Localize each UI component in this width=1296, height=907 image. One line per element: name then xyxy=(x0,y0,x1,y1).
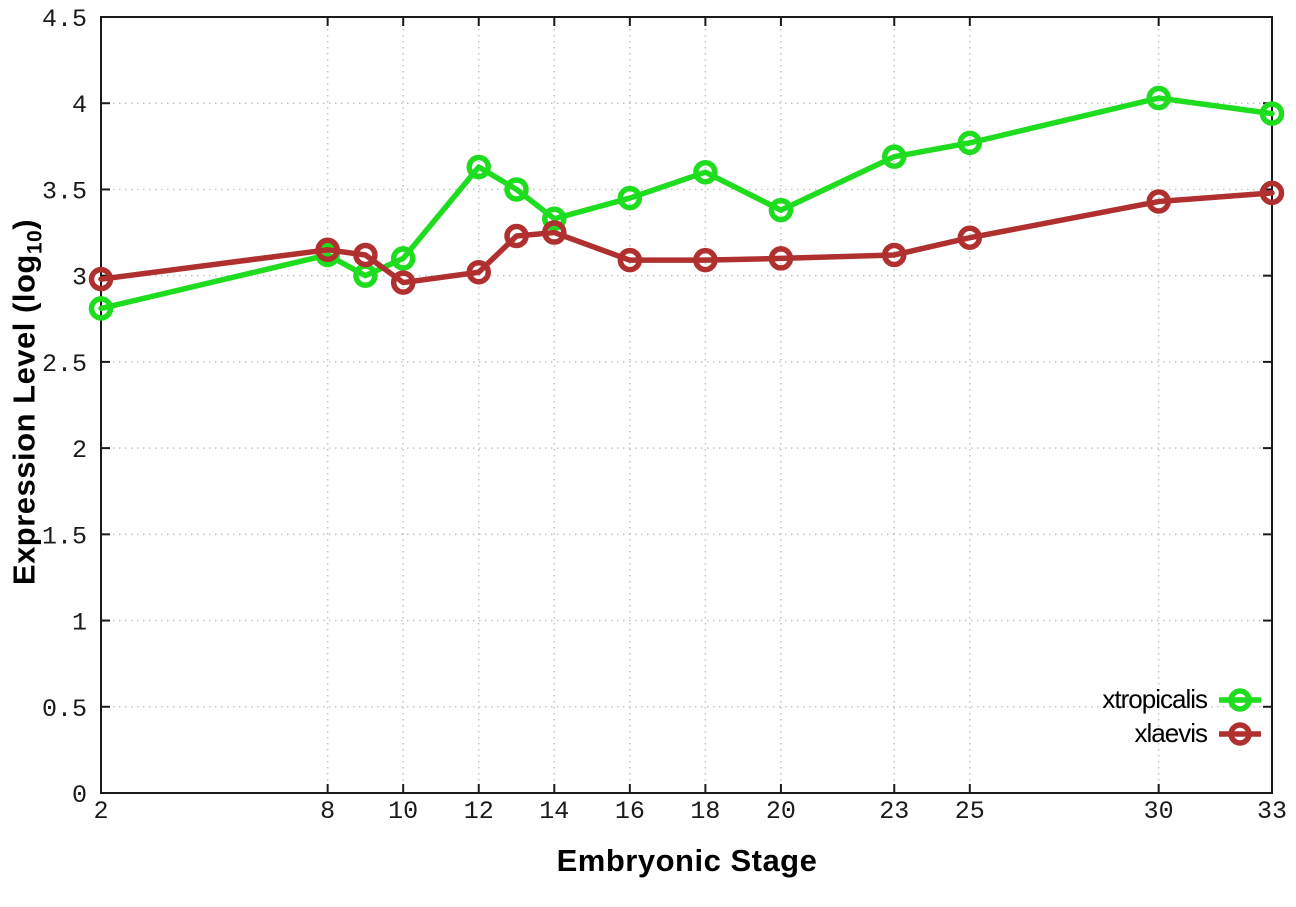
y-tick-label: 1 xyxy=(72,609,87,638)
data-point-marker-xtropicalis xyxy=(88,296,114,321)
x-axis-title: Embryonic Stage xyxy=(556,843,818,878)
series-xlaevis xyxy=(88,180,1285,295)
y-tick-label: 1.5 xyxy=(42,522,87,551)
y-tick-label: 2 xyxy=(72,436,87,465)
x-tick-label: 20 xyxy=(766,797,796,826)
data-point-marker-xtropicalis xyxy=(504,177,529,202)
data-point-marker-xlaevis xyxy=(882,242,907,268)
legend-item-xtropicalis: xtropicalis xyxy=(1102,684,1264,715)
legend-label-xtropicalis: xtropicalis xyxy=(1102,684,1208,714)
data-point-marker-xtropicalis xyxy=(957,130,983,156)
x-tick-label: 12 xyxy=(464,797,494,826)
data-point-marker-xtropicalis xyxy=(882,144,907,169)
x-tick-label: 16 xyxy=(615,797,645,826)
plot-border xyxy=(100,16,1273,794)
legend-sample-line-icon xyxy=(1219,721,1261,746)
data-point-marker-xlaevis xyxy=(617,247,643,273)
data-point-marker-xtropicalis xyxy=(466,154,491,180)
legend: xtropicalis xlaevis xyxy=(1102,684,1264,749)
x-tick-label: 18 xyxy=(690,797,720,826)
data-point-marker-xtropicalis xyxy=(1146,85,1171,111)
data-point-marker-xtropicalis xyxy=(1259,101,1285,126)
data-point-marker-xlaevis xyxy=(504,223,529,249)
data-point-marker-xlaevis xyxy=(466,259,491,285)
y-tick-label: 2.5 xyxy=(42,350,87,379)
data-point-marker-xlaevis xyxy=(957,225,983,250)
data-point-marker-xtropicalis xyxy=(390,246,416,271)
y-axis-title-text: Expression Level (log xyxy=(6,254,42,586)
y-axis-title: Expression Level (log10) xyxy=(6,219,47,585)
data-point-marker-xlaevis xyxy=(768,246,794,271)
data-point-marker-xtropicalis xyxy=(617,185,643,211)
data-point-marker-xlaevis xyxy=(542,220,567,245)
x-tick-label: 25 xyxy=(955,797,985,826)
tick-marks xyxy=(100,16,1273,794)
x-tick-label: 10 xyxy=(388,797,418,826)
data-point-marker-xlaevis xyxy=(315,237,340,263)
x-tick-label: 2 xyxy=(93,797,108,826)
series-line-xtropicalis xyxy=(98,95,1275,312)
y-tick-label: 3 xyxy=(72,264,87,293)
data-point-marker-xlaevis xyxy=(353,242,378,268)
data-point-marker-xlaevis xyxy=(1146,189,1171,214)
legend-sample-line-icon xyxy=(1219,687,1261,712)
legend-label-xlaevis: xlaevis xyxy=(1134,718,1208,748)
y-tick-label: 0.5 xyxy=(42,695,87,724)
y-axis-title-subscript: 10 xyxy=(23,229,47,255)
data-point-marker-xlaevis xyxy=(88,266,114,292)
data-point-marker-xtropicalis xyxy=(693,159,718,185)
data-point-marker-xtropicalis xyxy=(768,197,794,223)
x-tick-label: 33 xyxy=(1257,797,1287,826)
data-point-marker-xtropicalis xyxy=(542,206,567,232)
y-tick-label: 4 xyxy=(72,91,87,120)
y-tick-label: 0 xyxy=(72,781,87,810)
data-point-marker-xlaevis xyxy=(693,247,718,273)
x-tick-label: 14 xyxy=(539,797,569,826)
y-tick-label: 4.5 xyxy=(42,5,87,34)
series-xtropicalis xyxy=(88,85,1285,321)
y-tick-label: 3.5 xyxy=(42,177,87,206)
data-point-marker-xlaevis xyxy=(1259,180,1285,206)
tick-labels: 0 0.5 1 1.5 2 2.5 3 3.5 4 4.5 2 8 10 12 14 16 18 20 23 25 30… xyxy=(42,5,1287,826)
gridlines xyxy=(101,17,1272,793)
legend-item-xlaevis: xlaevis xyxy=(1135,718,1264,749)
y-axis-title-close: ) xyxy=(6,218,42,230)
x-tick-label: 23 xyxy=(879,797,909,826)
data-point-marker-xlaevis xyxy=(390,270,416,295)
x-tick-label: 30 xyxy=(1144,797,1174,826)
x-tick-label: 8 xyxy=(320,797,335,826)
